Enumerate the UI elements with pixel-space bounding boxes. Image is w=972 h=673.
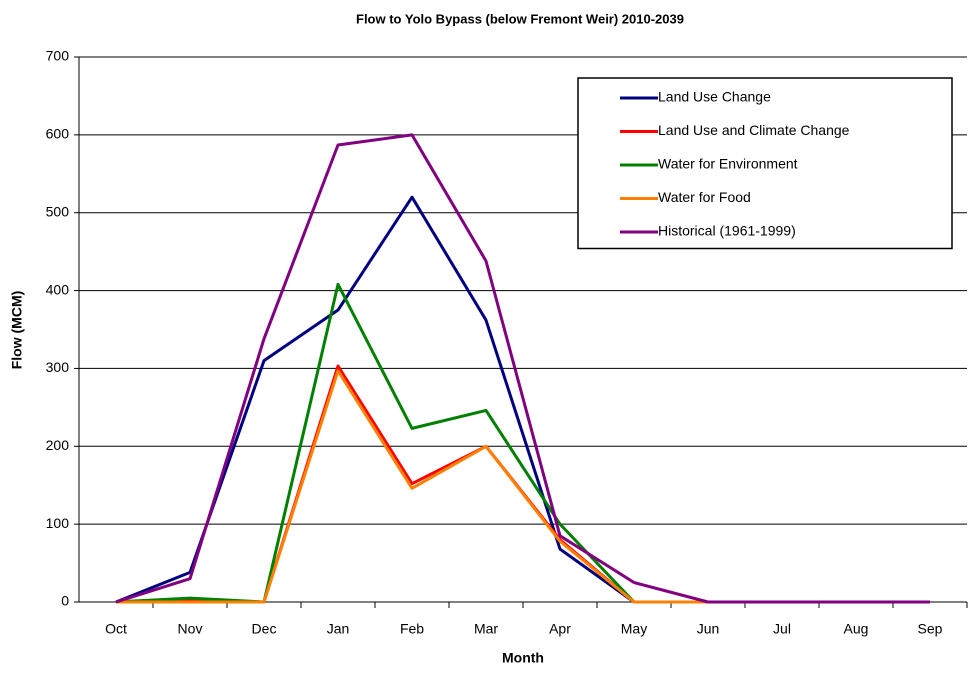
x-tick-label: Dec [252, 621, 277, 637]
series-line [116, 369, 930, 604]
y-tick-label: 400 [46, 281, 70, 297]
y-tick-label: 0 [61, 593, 69, 609]
x-tick-label: May [621, 621, 647, 637]
legend-box [577, 77, 953, 250]
series-line [115, 133, 930, 604]
x-tick-label: Aug [844, 621, 869, 637]
y-axis-label: Flow (MCM) [9, 291, 25, 370]
y-tick-label: 700 [46, 48, 70, 64]
x-tick-label: Jul [773, 621, 791, 637]
x-tick-label: Oct [105, 621, 127, 637]
legend-label: Land Use Change [658, 89, 771, 105]
x-tick-label: Jan [327, 621, 350, 637]
x-tick-label: Jun [697, 621, 720, 637]
x-axis-label: Month [502, 650, 544, 666]
legend-label: Water for Environment [658, 156, 798, 172]
y-tick-label: 300 [46, 359, 70, 375]
x-tick-label: Feb [400, 621, 424, 637]
y-tick-label: 600 [46, 126, 70, 142]
x-tick-label: Apr [549, 621, 571, 637]
legend-label: Historical (1961-1999) [658, 223, 796, 239]
legend-label: Water for Food [658, 189, 751, 205]
x-tick-label: Mar [474, 621, 498, 637]
y-tick-label: 100 [46, 515, 70, 531]
chart-title: Flow to Yolo Bypass (below Fremont Weir)… [356, 11, 684, 26]
y-tick-label: 500 [46, 203, 70, 219]
x-tick-label: Sep [918, 621, 943, 637]
series-line [115, 282, 930, 604]
legend-label: Land Use and Climate Change [658, 122, 850, 138]
y-tick-label: 200 [46, 437, 70, 453]
x-tick-label: Nov [178, 621, 203, 637]
